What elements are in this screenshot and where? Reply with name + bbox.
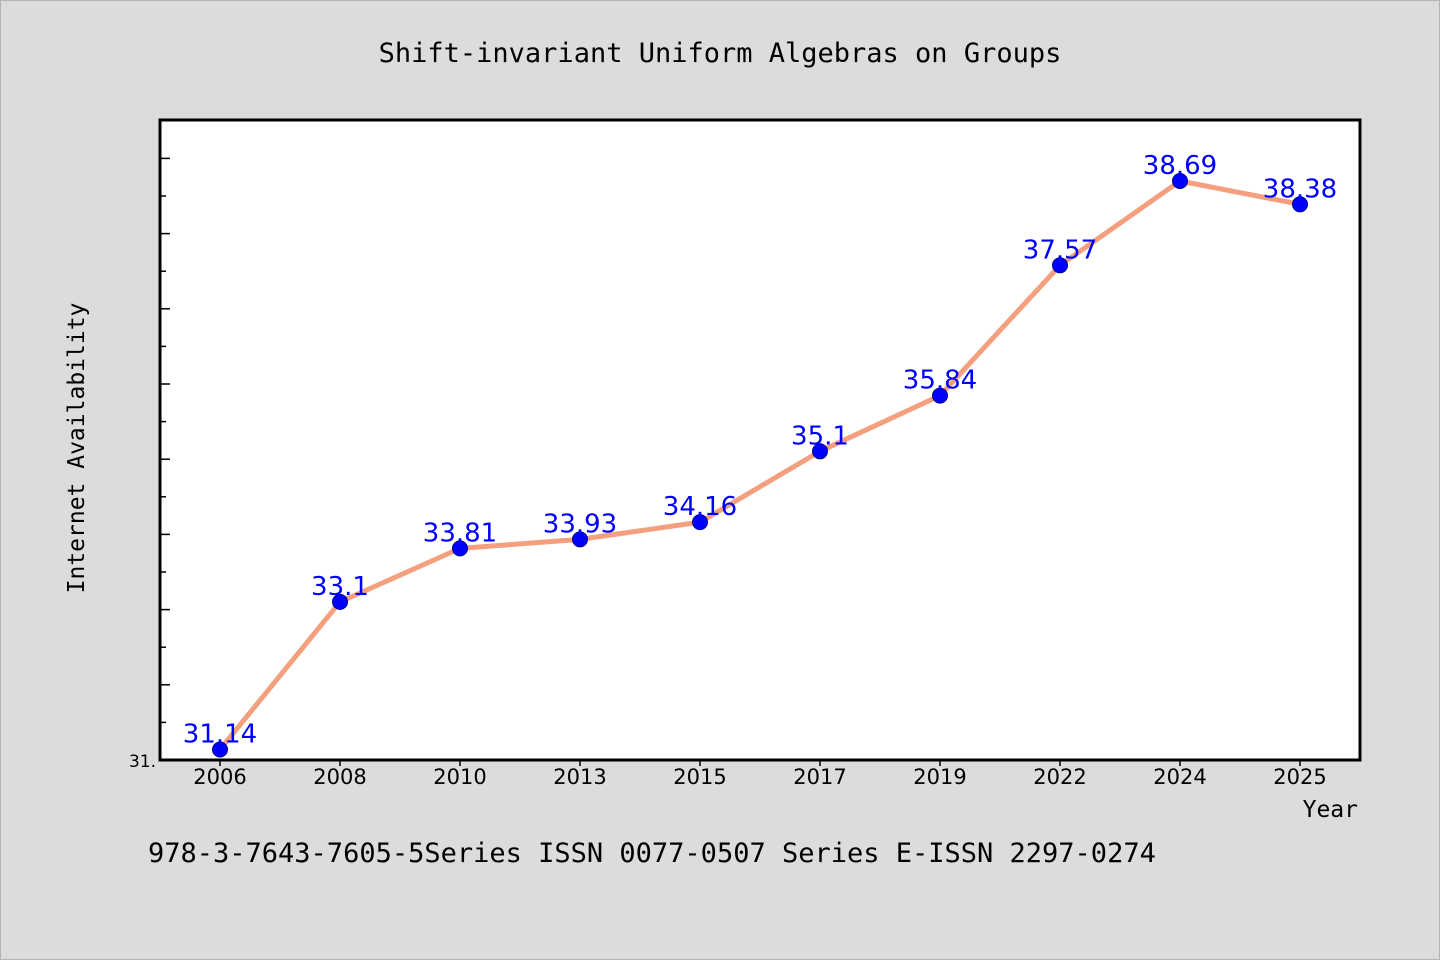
x-axis-ticks bbox=[219, 760, 1301, 766]
chart-title: Shift-invariant Uniform Algebras on Grou… bbox=[379, 38, 1062, 69]
data-label: 34.16 bbox=[663, 492, 737, 522]
x-axis-label: Year bbox=[1303, 797, 1358, 823]
series-line bbox=[217, 178, 1303, 752]
data-label: 33.81 bbox=[423, 518, 497, 548]
x-tick-label: 2022 bbox=[1033, 765, 1086, 789]
data-label: 38.69 bbox=[1143, 151, 1217, 181]
x-tick-label: 2017 bbox=[793, 765, 846, 789]
y-tick-label: 31. bbox=[129, 752, 156, 772]
data-point bbox=[692, 514, 708, 531]
data-points bbox=[212, 173, 1308, 758]
x-axis-tick-labels: 2006 2008 2010 2013 2015 2017 2019 2022 2024 2025 bbox=[193, 765, 1326, 789]
data-label: 35.1 bbox=[791, 421, 849, 451]
data-point bbox=[212, 741, 228, 758]
data-point bbox=[452, 540, 468, 557]
x-tick-label: 2019 bbox=[913, 765, 966, 789]
data-label: 37.57 bbox=[1023, 235, 1097, 265]
data-label: 38.38 bbox=[1263, 174, 1337, 204]
x-tick-label: 2025 bbox=[1273, 765, 1326, 789]
data-label: 33.93 bbox=[543, 509, 617, 539]
data-label: 33.1 bbox=[311, 572, 369, 602]
data-label: 35.84 bbox=[903, 366, 977, 396]
data-point bbox=[812, 443, 828, 460]
y-axis-ticks bbox=[160, 157, 170, 761]
data-labels: 31.14 33.1 33.81 33.93 34.16 35.1 35.84 37.57 38… bbox=[183, 151, 1337, 750]
x-tick-label: 2013 bbox=[553, 765, 606, 789]
data-point bbox=[332, 593, 348, 610]
y-axis-label: Internet Availability bbox=[64, 303, 90, 594]
x-tick-label: 2008 bbox=[313, 765, 366, 789]
plot-area bbox=[158, 118, 1362, 762]
data-point bbox=[1292, 196, 1308, 213]
data-label: 31.14 bbox=[183, 720, 257, 750]
x-tick-label: 2010 bbox=[433, 765, 486, 789]
x-tick-label: 2015 bbox=[673, 765, 726, 789]
footer-text: 978-3-7643-7605-5Series ISSN 0077-0507 S… bbox=[148, 838, 1156, 869]
x-tick-label: 2006 bbox=[193, 765, 246, 789]
data-point bbox=[1172, 173, 1188, 189]
data-point bbox=[1052, 257, 1068, 274]
data-point bbox=[572, 531, 588, 548]
data-point bbox=[932, 387, 948, 404]
x-tick-label: 2024 bbox=[1153, 765, 1206, 789]
